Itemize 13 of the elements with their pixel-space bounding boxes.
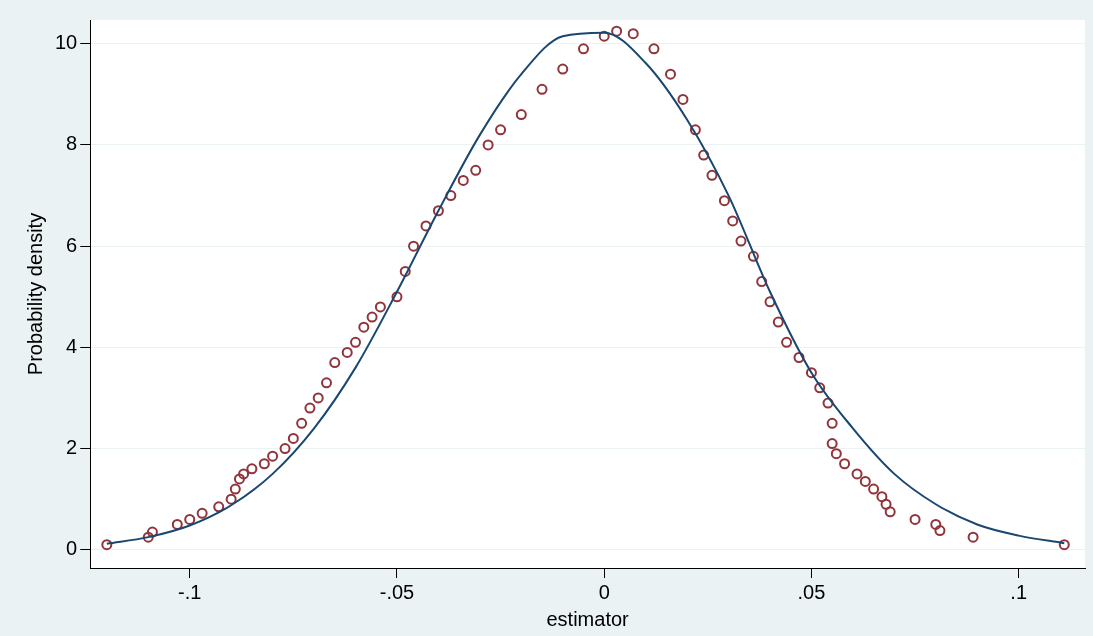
x-tick-label: 0 bbox=[598, 580, 610, 603]
x-axis-title: estimator bbox=[546, 607, 630, 630]
y-tick-label: 2 bbox=[66, 436, 78, 459]
y-tick-label: 10 bbox=[55, 31, 78, 54]
y-tick-label: 6 bbox=[66, 233, 78, 256]
y-tick-label: 0 bbox=[66, 537, 78, 560]
y-tick-label: 4 bbox=[66, 334, 78, 357]
x-tick-label: -.1 bbox=[178, 580, 202, 603]
y-axis-title: Probability density bbox=[23, 212, 46, 376]
x-tick-label: -.05 bbox=[379, 580, 415, 603]
y-tick-label: 8 bbox=[66, 132, 78, 155]
x-tick-label: .1 bbox=[1010, 580, 1028, 603]
x-tick-label: .05 bbox=[797, 580, 826, 603]
